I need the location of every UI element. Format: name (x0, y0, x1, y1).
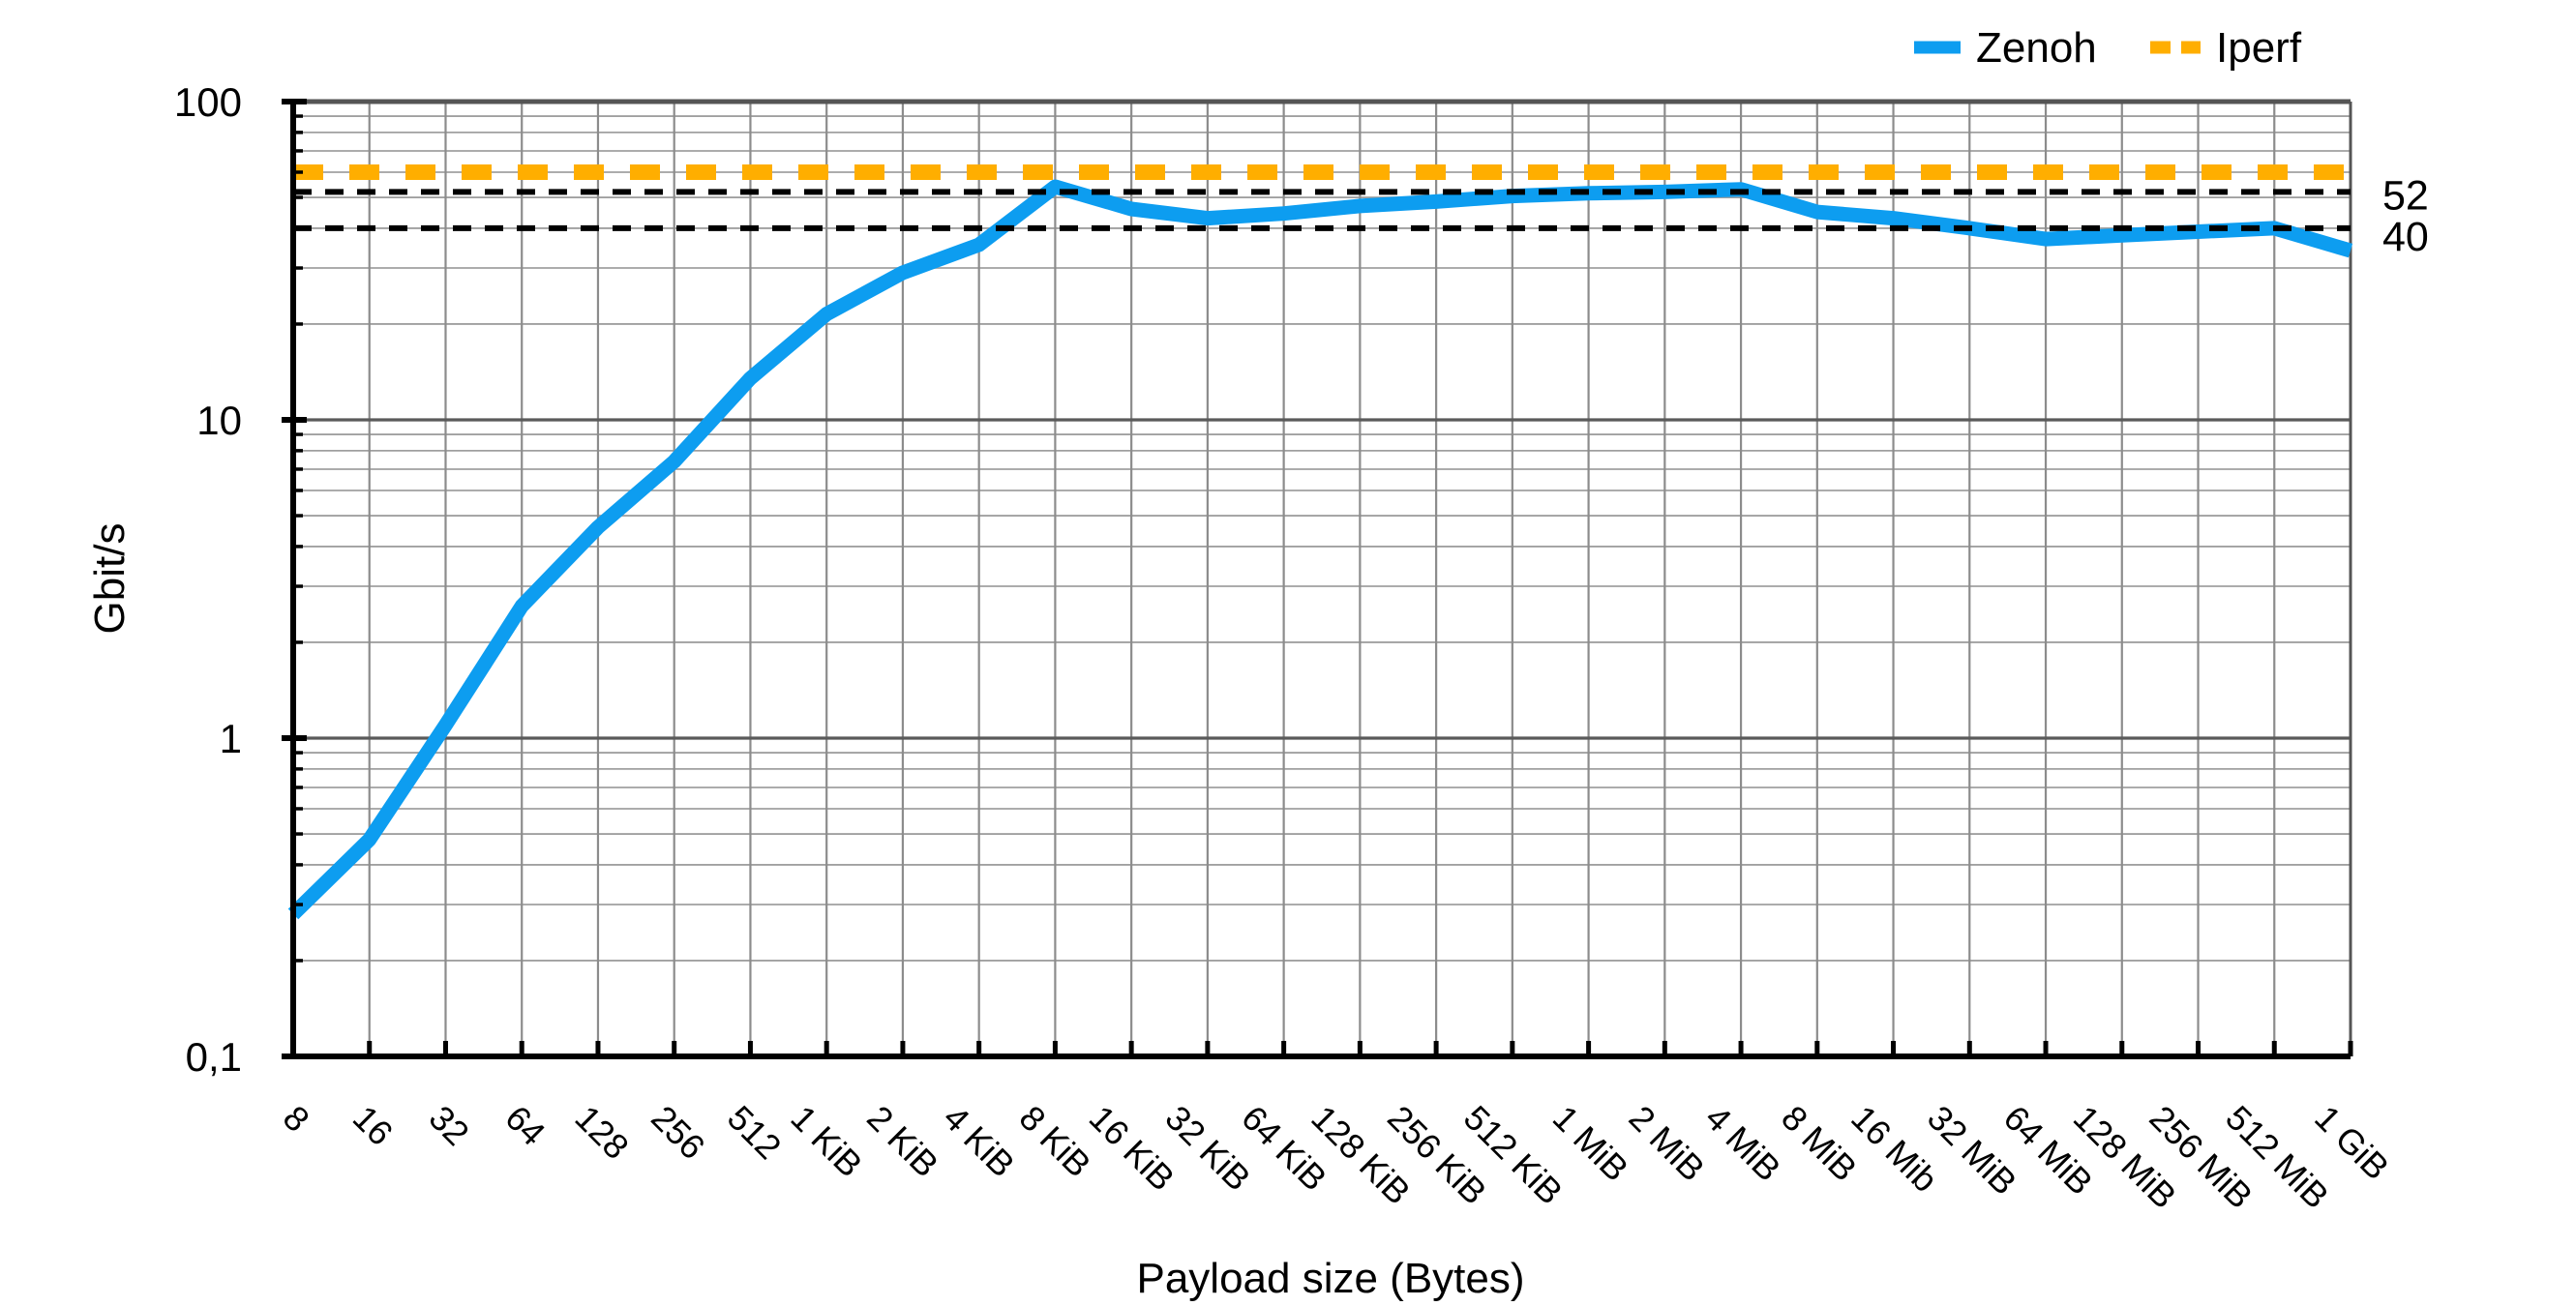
x-tick-label: 1 KiB (783, 1098, 870, 1185)
reference-label-52: 52 (2382, 172, 2429, 219)
y-tick-label: 1 (220, 716, 242, 761)
y-axis-title: Gbit/s (86, 523, 134, 635)
grid (291, 100, 2352, 1058)
x-tick-label: 8 (276, 1098, 317, 1140)
legend-zenoh-label: Zenoh (1976, 24, 2097, 72)
x-tick-label: 4 KiB (936, 1098, 1023, 1185)
x-tick-label: 32 (422, 1098, 477, 1153)
x-tick-label: 32 KiB (1158, 1098, 1259, 1199)
reference-label-40: 40 (2382, 214, 2429, 260)
x-tick-label: 2 MiB (1622, 1098, 1713, 1189)
x-tick-label: 16 Mib (1843, 1098, 1945, 1200)
x-tick-label: 16 (345, 1098, 401, 1153)
legend-iperf-label: Iperf (2216, 24, 2302, 72)
x-axis-title: Payload size (Bytes) (1136, 1255, 1524, 1302)
zenoh-line (287, 179, 2353, 920)
x-tick-label: 64 (497, 1098, 553, 1153)
x-tick-label: 4 MiB (1697, 1098, 1788, 1189)
x-tick-label: 8 MiB (1774, 1098, 1865, 1189)
x-tick-label: 8 KiB (1012, 1098, 1099, 1185)
y-tick-label: 10 (196, 398, 242, 443)
x-tick-label: 256 (644, 1098, 712, 1167)
axis-ticks (282, 99, 2353, 1059)
y-tick-label: 0,1 (186, 1034, 242, 1080)
x-tick-label: 128 (567, 1098, 636, 1167)
y-tick-label: 100 (174, 79, 242, 125)
x-tick-label: 16 KiB (1082, 1098, 1183, 1199)
legend: Zenoh Iperf (1914, 24, 2302, 72)
x-tick-label: 512 (720, 1098, 789, 1167)
x-tick-label: 2 KiB (859, 1098, 946, 1185)
